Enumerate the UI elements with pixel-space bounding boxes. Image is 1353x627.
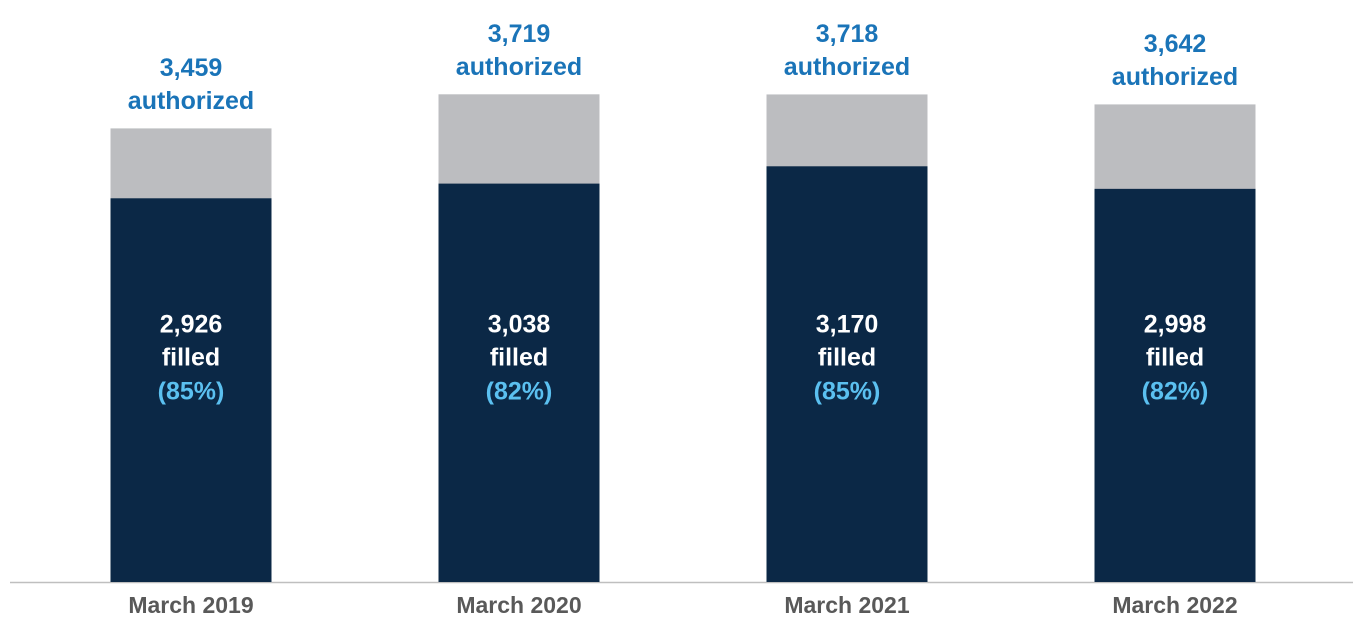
filled-label: filled (490, 344, 548, 372)
filled-value-label: 3,038 (488, 311, 551, 339)
filled-label: filled (1146, 344, 1204, 372)
authorized-value-label: 3,459 (160, 54, 223, 82)
filled-value-label: 2,926 (160, 311, 223, 339)
bar-filled (110, 198, 272, 583)
filled-value-label: 3,170 (816, 311, 879, 339)
filled-value-label: 2,998 (1144, 311, 1207, 339)
x-tick-label: March 2020 (456, 592, 581, 618)
filled-percent-label: (85%) (158, 378, 225, 406)
filled-percent-label: (82%) (1142, 378, 1209, 406)
filled-label: filled (818, 344, 876, 372)
authorized-label: authorized (784, 53, 910, 81)
bar-filled (1094, 188, 1256, 582)
bar-filled (766, 166, 928, 582)
authorized-value-label: 3,642 (1144, 30, 1207, 58)
filled-percent-label: (85%) (814, 378, 881, 406)
authorized-label: authorized (456, 53, 582, 81)
filled-label: filled (162, 344, 220, 372)
x-tick-label: March 2019 (128, 592, 253, 618)
authorized-value-label: 3,718 (816, 20, 879, 48)
authorized-label: authorized (1112, 63, 1238, 91)
x-tick-label: March 2021 (784, 592, 910, 618)
bar-filled (438, 183, 600, 582)
authorized-value-label: 3,719 (488, 20, 551, 48)
authorized-label: authorized (128, 87, 254, 115)
filled-percent-label: (82%) (486, 378, 553, 406)
x-tick-label: March 2022 (1112, 592, 1237, 618)
